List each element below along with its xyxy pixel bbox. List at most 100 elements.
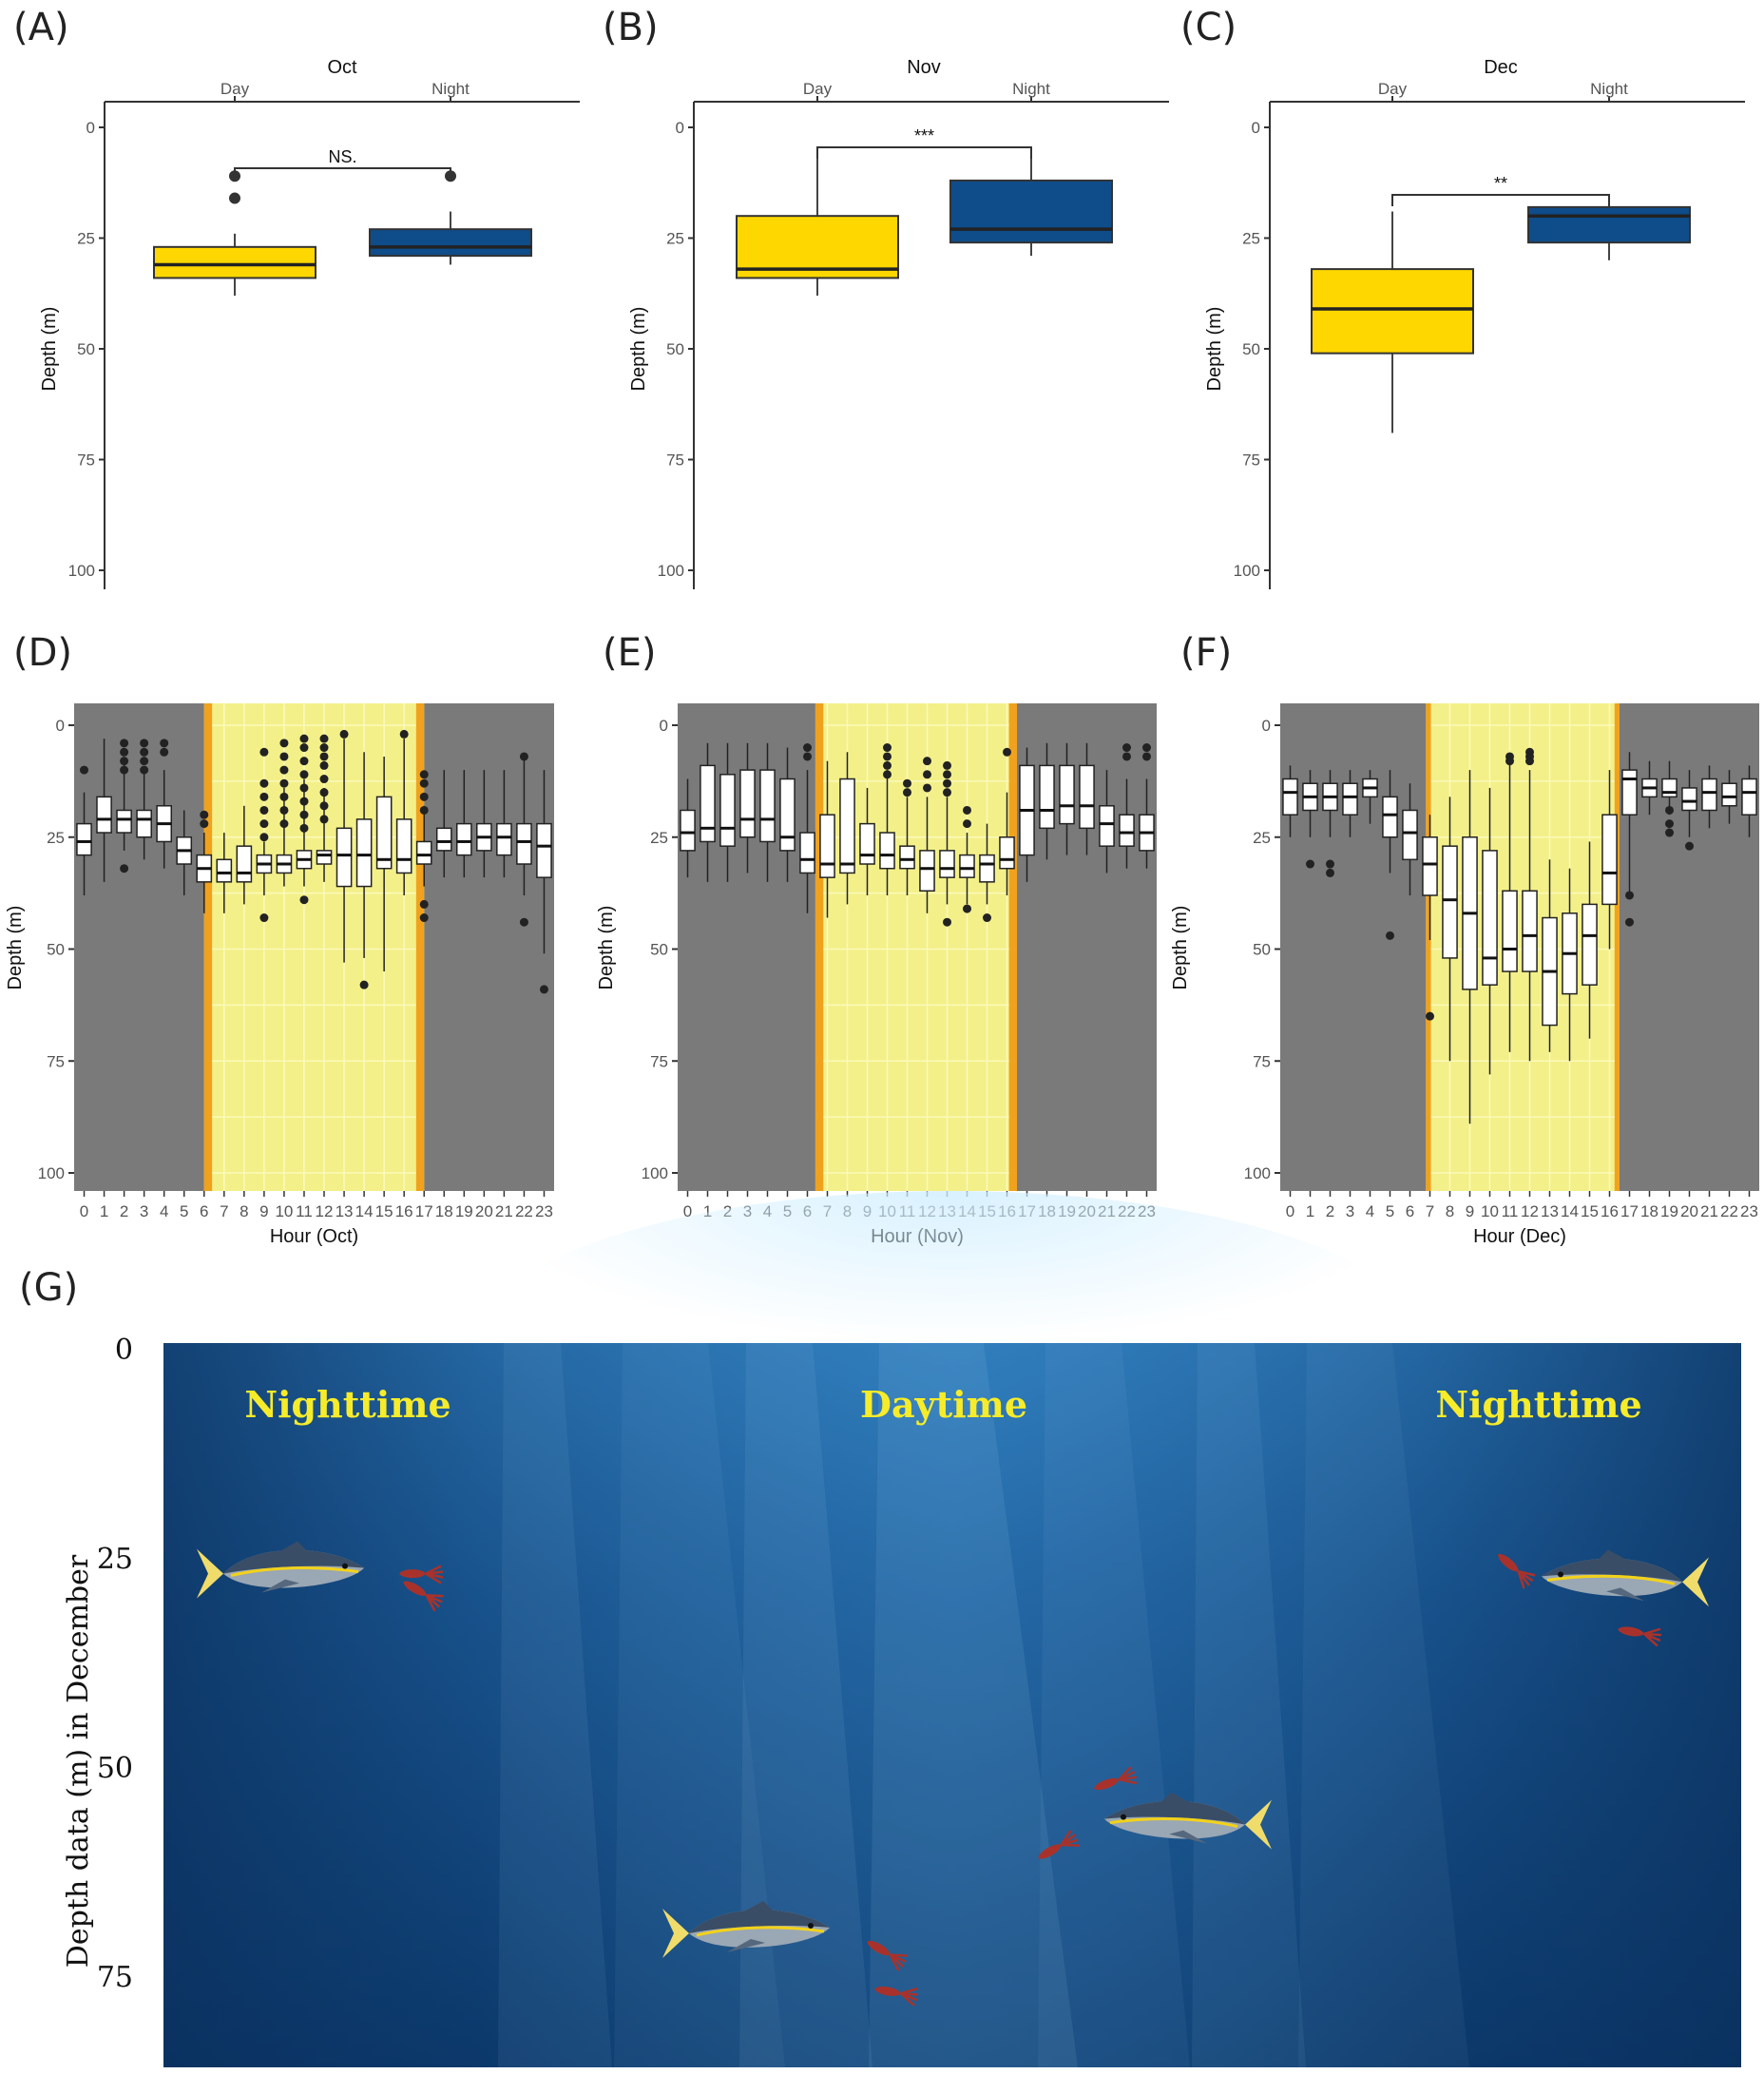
panel-g-y-tick-label: 25 [97, 1543, 133, 1576]
outlier-point [923, 757, 931, 766]
daylight-band [203, 703, 425, 1191]
panel-g-y-tick-label: 50 [97, 1752, 133, 1785]
outlier-point [1306, 859, 1314, 869]
hour-box [919, 850, 935, 893]
outlier-point [140, 739, 149, 748]
fish-fin [746, 1901, 775, 1912]
x-tick-label: 2 [120, 1202, 128, 1220]
outlier-point [259, 792, 269, 801]
hour-box [496, 822, 512, 856]
x-tick-label: 17 [1620, 1202, 1639, 1220]
hour-box [1119, 814, 1135, 847]
fish-back [689, 1910, 830, 1933]
fish-pectoral-fin [1606, 1587, 1644, 1602]
hour-box [1442, 845, 1458, 959]
outlier-point [803, 752, 812, 761]
y-tick-label: 25 [1242, 230, 1260, 248]
x-tick-label: 9 [259, 1202, 268, 1220]
outlier-point [983, 913, 991, 923]
outlier-point [279, 752, 289, 761]
hour-box [1582, 903, 1598, 986]
hour-box [76, 822, 92, 856]
x-tick-label: 22 [515, 1202, 533, 1220]
x-tick-label: 11 [1502, 1202, 1519, 1220]
panel-c: (C) Dec Day Night 0 25 50 75 100 Depth (m) ** [1180, 6, 1745, 589]
hour-box [435, 827, 452, 852]
outlier-point [419, 899, 429, 909]
fish-stripe [1546, 1574, 1676, 1585]
panel-g-y-tick-label: 0 [115, 1334, 133, 1367]
x-tick-label: 10 [275, 1202, 293, 1220]
x-tick-label: 20 [1680, 1202, 1698, 1220]
light-ray [1192, 1343, 1306, 2067]
outlier-point [1685, 841, 1694, 851]
panel-label: (F) [1180, 631, 1232, 675]
hour-box [839, 778, 855, 874]
light-ray [1038, 1343, 1190, 2067]
x-tick-label: Day [803, 80, 833, 98]
squid [1038, 1830, 1080, 1859]
significance-label: NS. [328, 147, 356, 166]
outlier-point [299, 823, 309, 833]
y-tick-label: 0 [660, 717, 668, 735]
x-tick-label: 16 [395, 1202, 413, 1220]
outlier-point [200, 810, 209, 819]
squid-body [1038, 1844, 1062, 1859]
fish-eye [1558, 1571, 1563, 1578]
y-tick-label: 0 [56, 717, 65, 735]
hour-box [739, 769, 756, 838]
dusk-band [1614, 703, 1620, 1191]
outlier-point [299, 783, 309, 793]
outlier-point [1142, 752, 1151, 761]
y-tick-label: 75 [47, 1052, 65, 1070]
fish-eye [808, 1923, 814, 1929]
nighttime-label-left: Nighttime [244, 1383, 451, 1426]
outlier-point [923, 770, 931, 779]
outlier-point [279, 805, 289, 815]
significance-bracket [816, 146, 1032, 159]
hour-box [719, 774, 736, 847]
outlier-point [883, 752, 892, 761]
hour-box [1741, 778, 1757, 816]
outlier-point [1525, 757, 1534, 766]
x-tick-label: 4 [160, 1202, 168, 1220]
hour-box [1701, 778, 1717, 812]
outlier-point [943, 760, 951, 770]
hour-box [516, 822, 532, 865]
outlier-point [1426, 1011, 1434, 1021]
outlier-point [160, 747, 169, 757]
hour-box [959, 854, 975, 878]
tuna-fish [197, 1541, 364, 1599]
squid-tentacles [1118, 1766, 1138, 1785]
hour-box [1099, 805, 1115, 847]
x-axis-title: Hour (Oct) [270, 1226, 358, 1247]
outlier-point [279, 765, 289, 775]
fish-back [223, 1549, 364, 1574]
outlier-point [259, 913, 269, 923]
outlier-point [883, 770, 892, 779]
hour-box [1402, 809, 1418, 861]
outlier-point [299, 770, 309, 779]
x-tick-label: 23 [535, 1202, 553, 1220]
nighttime-label-right: Nighttime [1435, 1383, 1641, 1426]
outlier-point [419, 792, 429, 801]
fish-pectoral-fin [727, 1939, 765, 1952]
outlier-point [299, 757, 309, 766]
squid-tentacles [1517, 1570, 1536, 1589]
y-tick-label: 75 [77, 451, 95, 470]
tuna-fish [1542, 1549, 1709, 1607]
x-tick-label: 9 [1466, 1202, 1474, 1220]
x-tick-label: 4 [1366, 1202, 1374, 1220]
outlier-point [319, 760, 329, 770]
x-tick-label: 0 [1286, 1202, 1294, 1220]
outlier-point [923, 783, 931, 793]
hour-box [1342, 782, 1358, 816]
outlier-point [1665, 819, 1674, 829]
outlier-point [259, 805, 269, 815]
outlier-point [319, 752, 329, 761]
hour-box [1681, 787, 1697, 812]
y-tick-label: 50 [47, 941, 65, 959]
squid [399, 1565, 444, 1584]
squid-body [867, 1940, 891, 1956]
